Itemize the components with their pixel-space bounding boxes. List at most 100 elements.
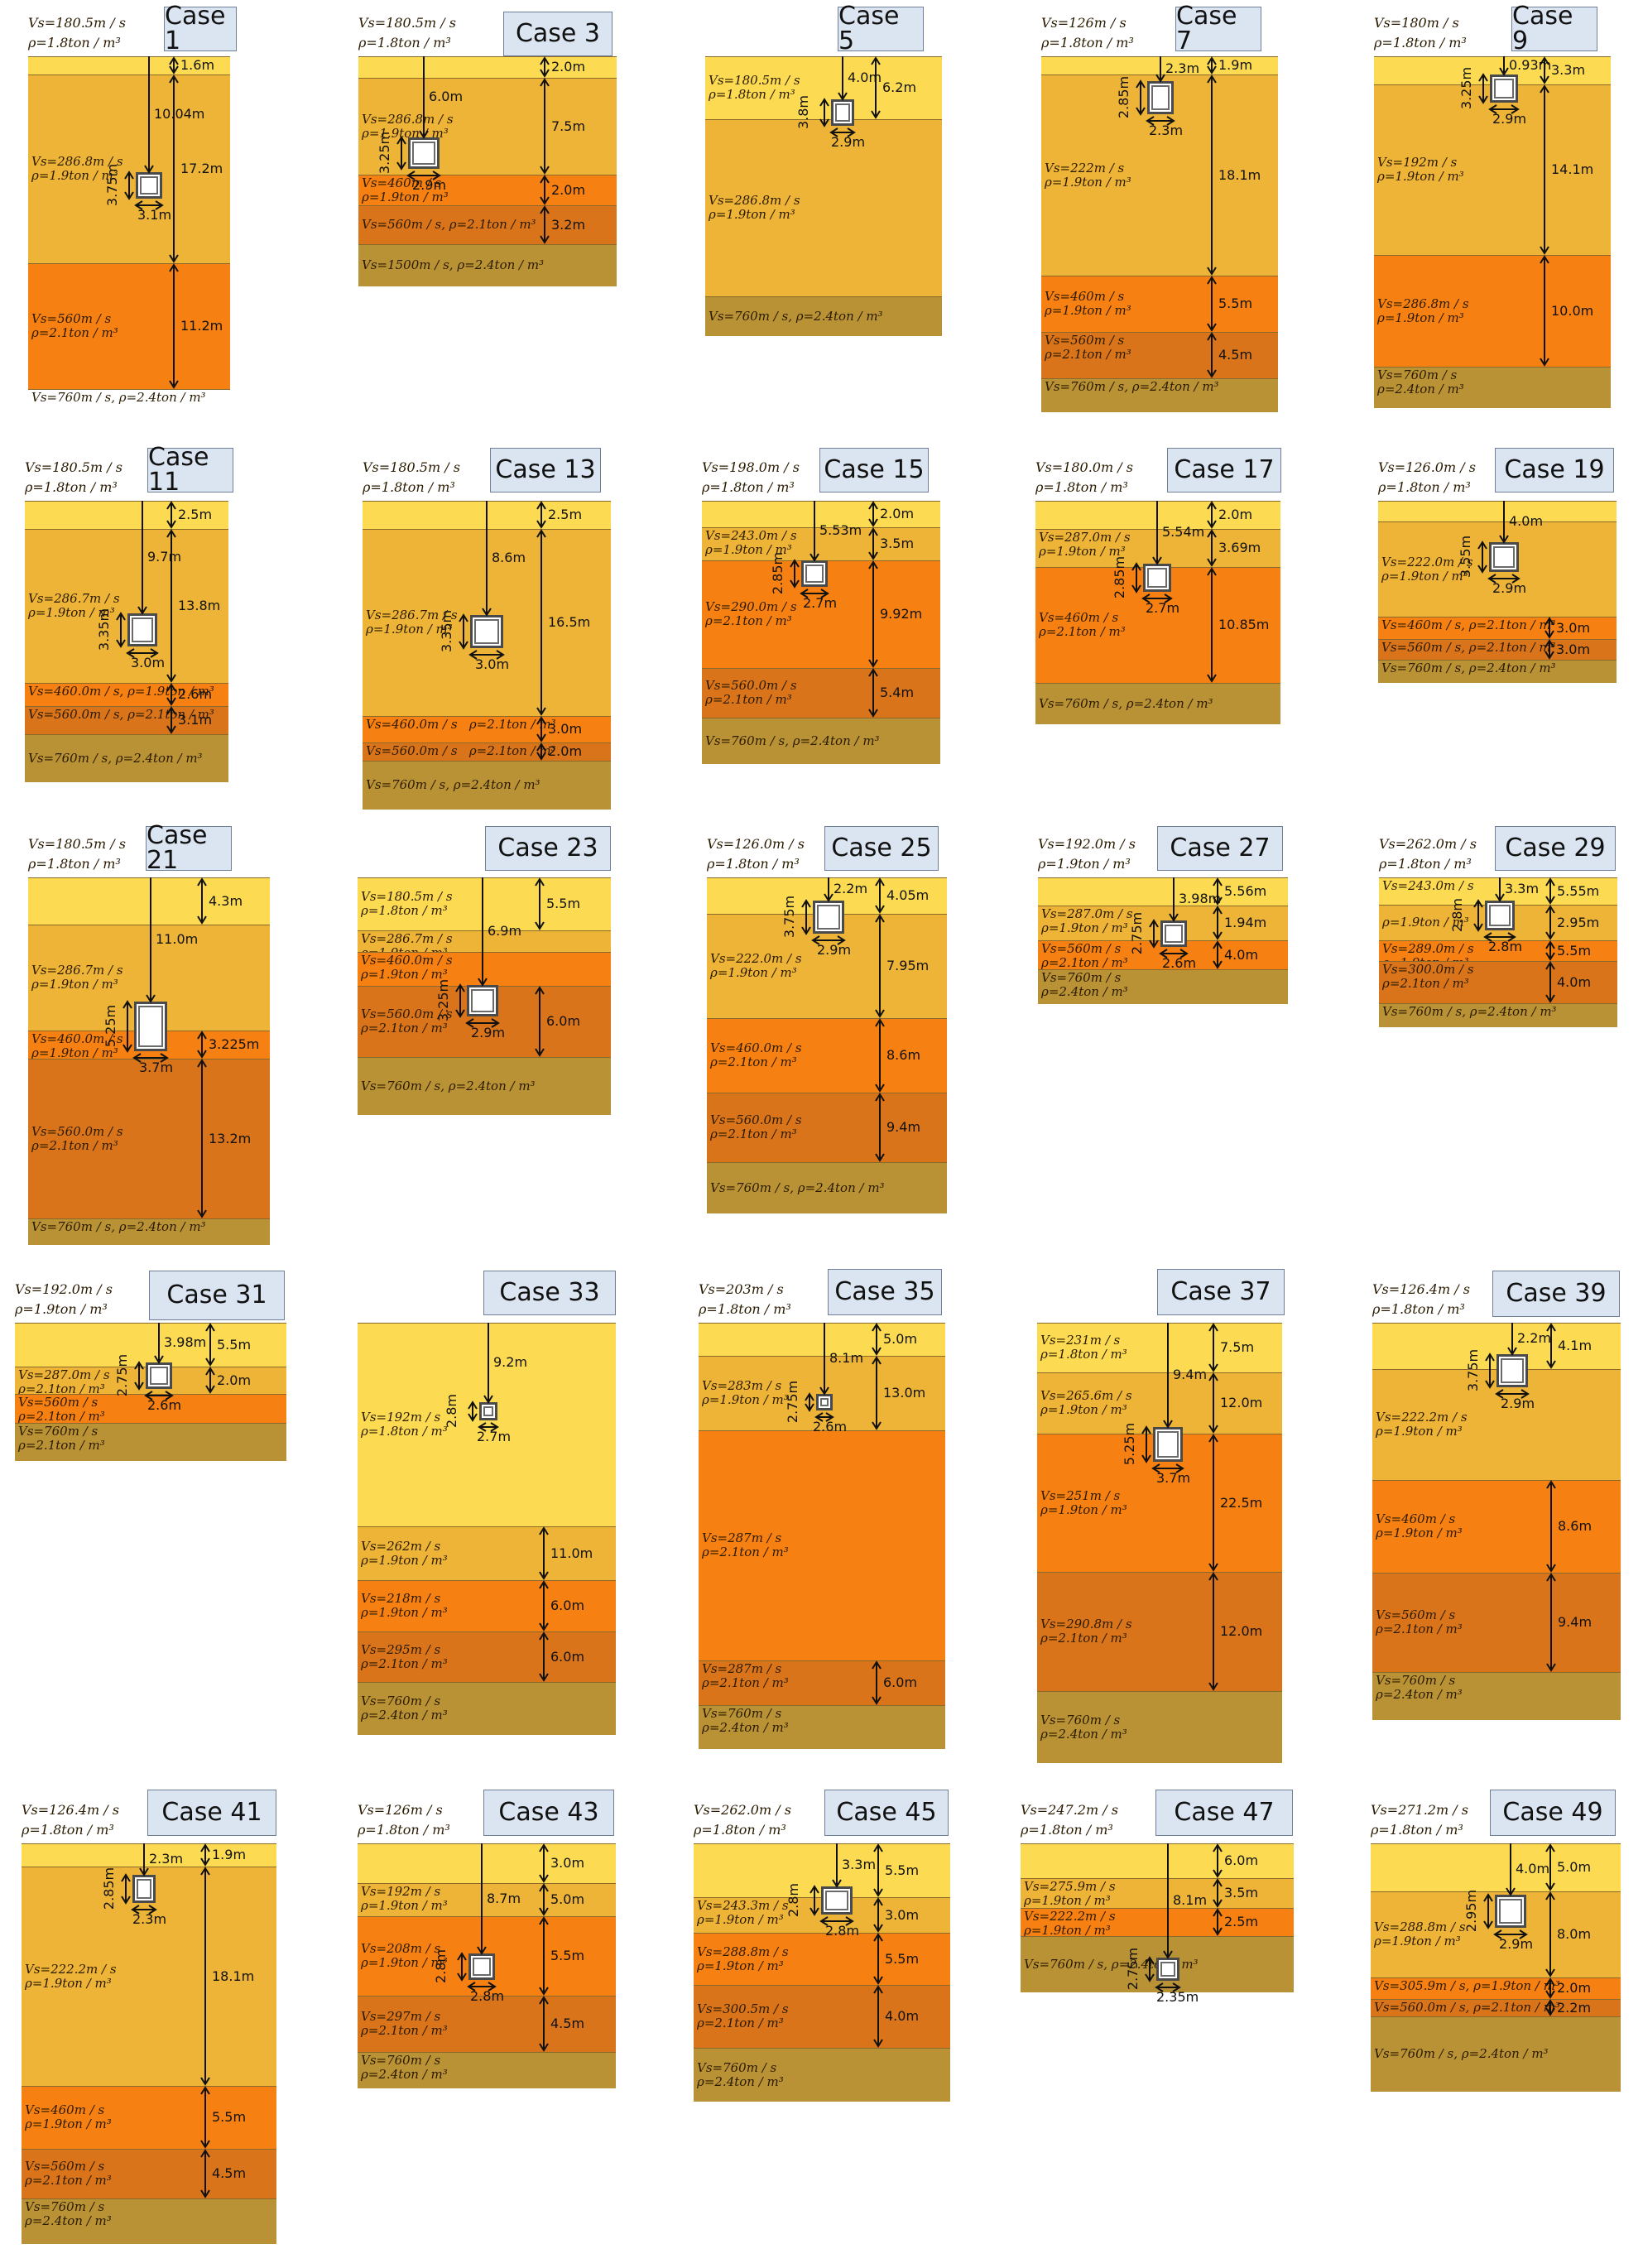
layer-thickness-label: 5.0m: [550, 1891, 585, 1907]
soil-layer: [25, 501, 228, 529]
soil-layer: [358, 1057, 611, 1115]
layer-thickness-label: 8.6m: [1558, 1518, 1593, 1534]
case-card: Vs=286.8m / s ρ=1.9ton / m³ Vs=460m / s ρ…: [358, 56, 617, 286]
layer-thickness-label: 3.0m: [885, 1906, 920, 1923]
layer-thickness-label: 3.0m: [550, 1855, 585, 1871]
soil-layer: [1021, 1878, 1294, 1908]
soil-layer: [1037, 1323, 1282, 1372]
layer-properties: Vs=760m / s, ρ=2.4ton / m³: [705, 733, 880, 748]
layer-properties: Vs=760m / s, ρ=2.4ton / m³: [709, 308, 883, 324]
layer-properties: Vs=222.0m / s ρ=1.9ton / m³: [710, 951, 802, 980]
layer-properties: Vs=560.0m / s ρ=2.1ton / m³: [710, 1112, 802, 1141]
layer-properties: Vs=760m / s ρ=2.4ton / m³: [697, 2059, 784, 2089]
tunnel-box-inner: [483, 1406, 493, 1416]
box-width-label: 3.1m: [137, 207, 172, 223]
box-width-label: 2.7m: [803, 595, 838, 611]
layer-properties: Vs=560m / s ρ=2.1ton / m³: [1376, 1607, 1463, 1636]
box-width-label: 2.9m: [1499, 1936, 1534, 1952]
layer-thickness-label: 7.5m: [551, 118, 586, 134]
soil-layer: [358, 1843, 616, 1883]
soil-layer: [707, 1018, 947, 1093]
soil-layer: [699, 1323, 945, 1356]
box-width-label: 2.6m: [1162, 955, 1197, 971]
layer-properties: Vs=460m / s, ρ=2.1ton / m³: [1381, 617, 1556, 632]
soil-layer: [1378, 660, 1617, 683]
surface-properties: Vs=203m / s ρ=1.8ton / m³: [699, 1281, 791, 1317]
surface-properties: Vs=262.0m / s ρ=1.8ton / m³: [1379, 836, 1477, 872]
layer-thickness-label: 5.0m: [883, 1331, 918, 1347]
box-height-label: 3.25m: [377, 131, 393, 175]
soil-layer: [358, 930, 611, 952]
surface-properties: Vs=180.5m / s ρ=1.8ton / m³: [28, 15, 126, 50]
soil-layer: [28, 1218, 270, 1245]
tunnel-box-inner: [137, 1879, 151, 1899]
case-label: Case 9: [1511, 4, 1597, 54]
layer-properties: Vs=290.8m / s ρ=2.1ton / m³: [1040, 1617, 1132, 1646]
box-height-label: 3.25m: [1458, 66, 1475, 110]
layer-properties: Vs=560.0m / s ρ=2.1ton / m³: [366, 743, 556, 758]
box-depth-label: 5.54m: [1162, 524, 1205, 540]
box-depth-label: 0.93m: [1509, 57, 1552, 73]
soil-layer: [22, 2149, 276, 2198]
layer-properties: Vs=218m / s ρ=1.9ton / m³: [361, 1591, 448, 1620]
case-card: Vs=287.0m / s ρ=1.9ton / m³ Vs=460m / s ρ…: [1035, 501, 1280, 724]
box-width-label: 2.9m: [1492, 580, 1527, 596]
box-height-label: 5.25m: [103, 1004, 119, 1048]
tunnel-box-inner: [140, 176, 158, 195]
soil-layer: [702, 668, 940, 718]
soil-layer: [702, 527, 940, 560]
soil-layer: [1371, 1977, 1621, 1999]
layer-thickness-label: 2.0m: [217, 1372, 252, 1388]
tunnel-box-inner: [138, 1006, 163, 1047]
layer-thickness-label: 14.1m: [1551, 161, 1594, 177]
soil-layer: [1378, 639, 1617, 660]
box-width-label: 2.6m: [147, 1397, 182, 1413]
case-card: Vs=286.7m / s ρ=1.9ton / m³ Vs=460.0m / s…: [28, 877, 270, 1245]
tunnel-box-inner: [820, 1398, 829, 1406]
box-height-label: 2.95m: [1463, 1889, 1480, 1933]
box-height-label: 2.85m: [1116, 75, 1132, 119]
layer-properties: Vs=760m / s ρ=2.4ton / m³: [361, 2053, 448, 2082]
layer-thickness-label: 6.2m: [882, 79, 917, 95]
case-label: Case 31: [149, 1271, 285, 1320]
layer-properties: Vs=283m / s ρ=1.9ton / m³: [702, 1378, 789, 1407]
layer-thickness-label: 1.6m: [180, 57, 215, 73]
layer-properties: Vs=1500m / s, ρ=2.4ton / m³: [362, 257, 545, 272]
layer-thickness-label: 5.5m: [1557, 942, 1592, 959]
soil-layer: [707, 1093, 947, 1162]
soil-layer: [1371, 2016, 1621, 2092]
case-label: Case 43: [483, 1790, 614, 1836]
case-card: Vs=222.2m / s ρ=1.9ton / m³ Vs=460m / s ρ…: [1372, 1323, 1621, 1720]
layer-thickness-label: 2.0m: [551, 59, 586, 74]
soil-layer: [702, 718, 940, 764]
box-height-label: 5.25m: [1122, 1422, 1138, 1466]
case-label: Case 25: [824, 826, 939, 871]
layer-thickness-label: 2.6m: [178, 686, 213, 702]
tunnel-box-inner: [1493, 546, 1515, 568]
case-label: Case 37: [1157, 1269, 1285, 1315]
box-width-label: 2.35m: [1156, 1989, 1199, 2005]
case-label: Case 47: [1155, 1790, 1293, 1836]
soil-layer: [1037, 1572, 1282, 1691]
case-label: Case 41: [147, 1790, 276, 1836]
layer-thickness-label: 3.1m: [178, 712, 213, 728]
soil-layer: [1035, 501, 1280, 529]
case-card: Vs=222.0m / s ρ=1.9ton / m³ Vs=460.0m / s…: [707, 877, 947, 1242]
layer-properties: Vs=560m / s ρ=2.1ton / m³: [18, 1395, 105, 1424]
soil-layer: [25, 706, 228, 734]
layer-properties: Vs=560.0m / s, ρ=2.1ton / m³: [1374, 2000, 1560, 2015]
soil-layer: [363, 742, 611, 761]
layer-thickness-label: 4.0m: [1224, 946, 1259, 963]
box-height-label: 2.8m: [433, 1948, 449, 1984]
soil-layer: [22, 2086, 276, 2149]
box-width-label: 2.7m: [1146, 600, 1180, 616]
layer-thickness-label: 7.95m: [886, 958, 930, 973]
layer-properties: Vs=286.8m / s ρ=1.9ton / m³: [1377, 296, 1469, 325]
layer-properties: Vs=251m / s ρ=1.9ton / m³: [1040, 1487, 1127, 1517]
layer-properties: Vs=460m / s ρ=1.9ton / m³: [1045, 289, 1131, 318]
box-height-label: 2.85m: [1112, 555, 1128, 599]
soil-layer: [694, 1933, 950, 1985]
box-height-label: 2.75m: [114, 1353, 131, 1397]
layer-thickness-label: 9.4m: [886, 1119, 921, 1135]
